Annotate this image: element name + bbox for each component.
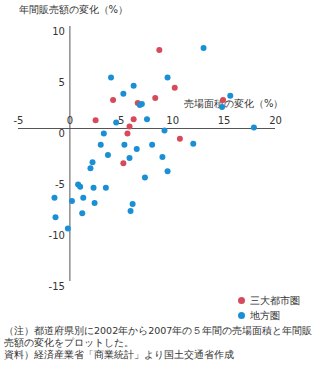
svg-text:5: 5 [118, 115, 124, 126]
svg-text:20: 20 [269, 115, 282, 126]
html-text:資料）経済産業省「商業統計」より国土交通省作成: 資料）経済産業省「商業統計」より国土交通省作成 [4, 349, 234, 360]
svg-text:-5: -5 [14, 115, 24, 126]
svg-text:売場面積の変化（%）: 売場面積の変化（%） [184, 98, 284, 109]
svg-text:0: 0 [67, 115, 73, 126]
html-text:地方圏: 地方圏 [250, 310, 280, 321]
html-text:（注）都道府県別に2002年から2007年の５年間の売場面積: （注）都道府県別に2002年から2007年の５年間の売場面積と年間販売額の変化を… [4, 325, 313, 348]
svg-text:年間販売額の変化（%）: 年間販売額の変化（%） [19, 4, 129, 15]
svg-text:-5: -5 [55, 179, 65, 190]
svg-text:-15: -15 [49, 281, 65, 292]
svg-text:10: 10 [52, 26, 65, 37]
svg-text:15: 15 [218, 115, 231, 126]
svg-text:-10: -10 [49, 230, 65, 241]
svg-text:0: 0 [59, 128, 65, 139]
svg-text:10: 10 [166, 115, 179, 126]
svg-text:5: 5 [59, 77, 65, 88]
html-text:三大都市圏: 三大都市圏 [250, 295, 300, 306]
